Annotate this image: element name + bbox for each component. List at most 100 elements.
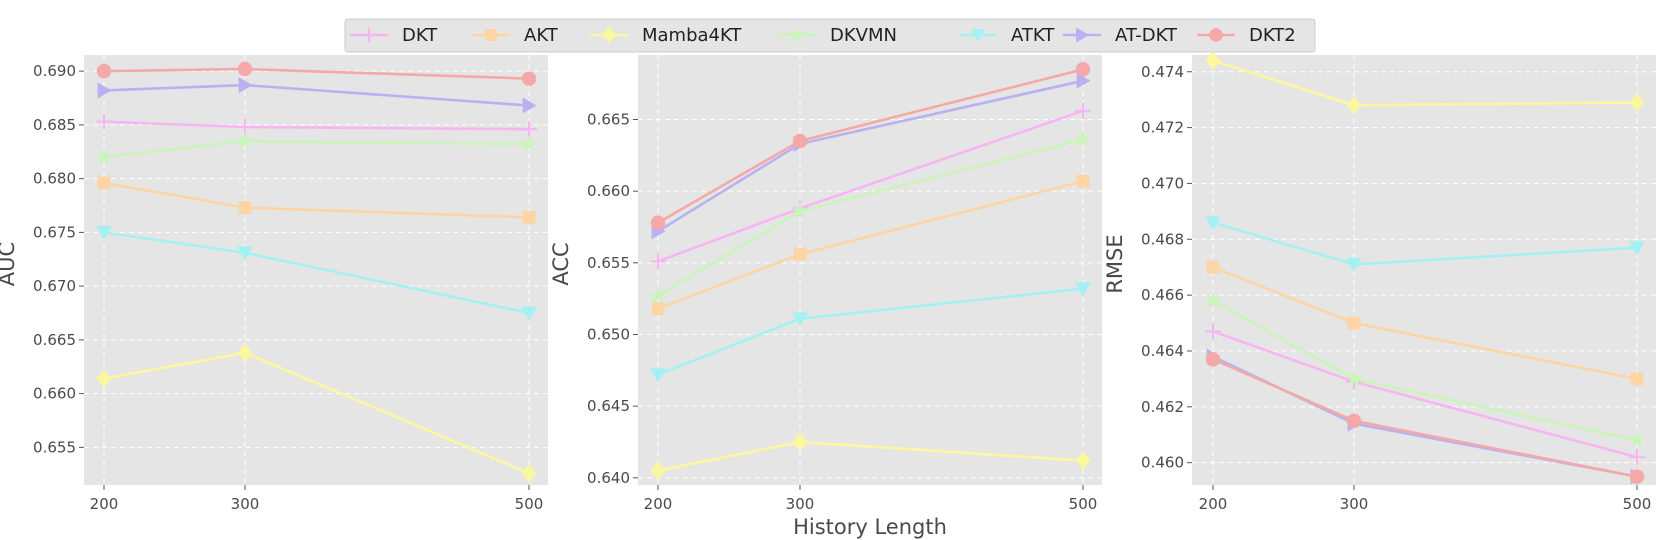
legend-label: AT-DKT — [1115, 25, 1178, 46]
legend-marker — [970, 29, 986, 43]
data-point — [238, 77, 253, 94]
y-axis-label: RMSE — [1103, 234, 1127, 293]
data-point — [650, 368, 666, 383]
data-point — [521, 306, 537, 321]
series-dkvmn — [649, 130, 1092, 303]
data-point — [1205, 51, 1221, 70]
y-tick-label: 0.655 — [587, 254, 630, 272]
series-mamba4kt — [650, 432, 1091, 480]
data-point — [792, 133, 808, 149]
data-point — [96, 369, 112, 388]
data-point — [97, 176, 111, 190]
data-point — [1205, 216, 1221, 231]
series-akt — [651, 174, 1090, 316]
series-dkt2 — [1205, 352, 1645, 484]
y-tick-label: 0.660 — [587, 182, 630, 200]
legend-item-dkt: DKT — [350, 25, 438, 46]
data-point — [97, 82, 112, 99]
data-point — [650, 461, 666, 480]
series-akt — [97, 176, 536, 224]
panel-rmse: 0.460 0.462 0.464 0.466 0.468 0.470 0.472 0.474… — [1103, 51, 1656, 513]
data-point — [1630, 372, 1644, 386]
y-tick-label: 0.670 — [33, 277, 76, 295]
data-point — [1204, 291, 1222, 308]
data-point — [1075, 102, 1091, 119]
x-tick-label: 300 — [786, 495, 815, 513]
x-tick-label: 200 — [90, 495, 119, 513]
data-point — [521, 121, 537, 138]
y-tick-label: 0.460 — [1141, 454, 1184, 472]
x-tick-label: 200 — [644, 495, 673, 513]
data-point — [1205, 323, 1221, 340]
legend-marker — [1076, 27, 1090, 43]
data-point — [1629, 241, 1645, 256]
plot-area — [638, 55, 1102, 485]
y-tick-label: 0.468 — [1141, 230, 1184, 248]
series-dkt2 — [650, 62, 1091, 230]
data-point — [792, 312, 808, 327]
y-axis-label: ACC — [549, 242, 573, 285]
data-point — [1629, 469, 1645, 484]
data-point — [1346, 96, 1362, 115]
y-tick-label: 0.640 — [587, 469, 630, 487]
legend: DKT AKT Mamba4KT DKVMN ATKT AT-DKT DKT2 — [344, 18, 1316, 53]
y-tick-label: 0.675 — [33, 223, 76, 241]
series-atkt — [650, 282, 1091, 383]
y-axis-label: AUC — [0, 242, 19, 286]
legend-label: DKT2 — [1249, 25, 1296, 46]
legend-marker — [601, 26, 617, 44]
data-point — [1346, 258, 1362, 273]
legend-item-dkt2: DKT2 — [1197, 25, 1296, 46]
series-atkt — [1205, 216, 1645, 273]
data-point — [522, 210, 536, 224]
panel-auc: 0.655 0.660 0.665 0.670 0.675 0.680 0.685 0.690… — [0, 55, 548, 513]
legend-marker — [485, 29, 497, 41]
data-point — [651, 302, 665, 316]
series-akt — [1206, 260, 1644, 386]
legend-item-dkvmn: DKVMN — [778, 25, 897, 46]
data-point — [649, 287, 667, 303]
data-point — [237, 61, 253, 77]
data-point — [96, 113, 112, 130]
data-point — [791, 202, 809, 219]
legend-item-atkt: ATKT — [959, 25, 1055, 46]
legend-label: DKT — [402, 25, 438, 46]
y-tick-label: 0.655 — [33, 438, 76, 456]
series-mamba4kt — [1205, 51, 1645, 115]
y-tick-label: 0.645 — [587, 397, 630, 415]
x-tick-label: 500 — [1069, 495, 1098, 513]
x-tick-label: 500 — [1623, 495, 1652, 513]
legend-marker — [789, 26, 805, 42]
legend-box — [344, 18, 1316, 53]
series-dkvmn — [1204, 291, 1646, 448]
y-tick-label: 0.660 — [33, 385, 76, 403]
series-mamba4kt — [96, 343, 537, 483]
data-point — [521, 71, 537, 86]
panel-acc: 0.640 0.645 0.650 0.655 0.660 0.665 200 300 500 A… — [549, 55, 1102, 513]
y-tick-label: 0.466 — [1141, 286, 1184, 304]
x-tick-label: 500 — [515, 495, 544, 513]
data-point — [96, 225, 112, 240]
series-dkvmn — [95, 132, 538, 165]
data-point — [238, 201, 252, 215]
x-axis-title: History Length — [793, 515, 947, 539]
y-tick-label: 0.650 — [587, 326, 630, 344]
data-point — [522, 97, 537, 114]
series-atkt — [96, 225, 537, 321]
data-point — [1628, 431, 1646, 448]
legend-item-at-dkt: AT-DKT — [1063, 25, 1178, 46]
legend-label: Mamba4KT — [642, 25, 742, 46]
y-tick-label: 0.472 — [1141, 119, 1184, 137]
data-point — [520, 135, 538, 152]
data-point — [1075, 282, 1091, 297]
data-point — [1629, 449, 1645, 466]
data-point — [1075, 62, 1091, 77]
y-tick-label: 0.462 — [1141, 398, 1184, 416]
y-tick-label: 0.665 — [587, 111, 630, 129]
y-tick-label: 0.665 — [33, 331, 76, 349]
data-point — [1206, 260, 1220, 274]
y-tick-label: 0.464 — [1141, 342, 1184, 360]
legend-label: DKVMN — [830, 25, 897, 46]
data-point — [650, 253, 666, 270]
